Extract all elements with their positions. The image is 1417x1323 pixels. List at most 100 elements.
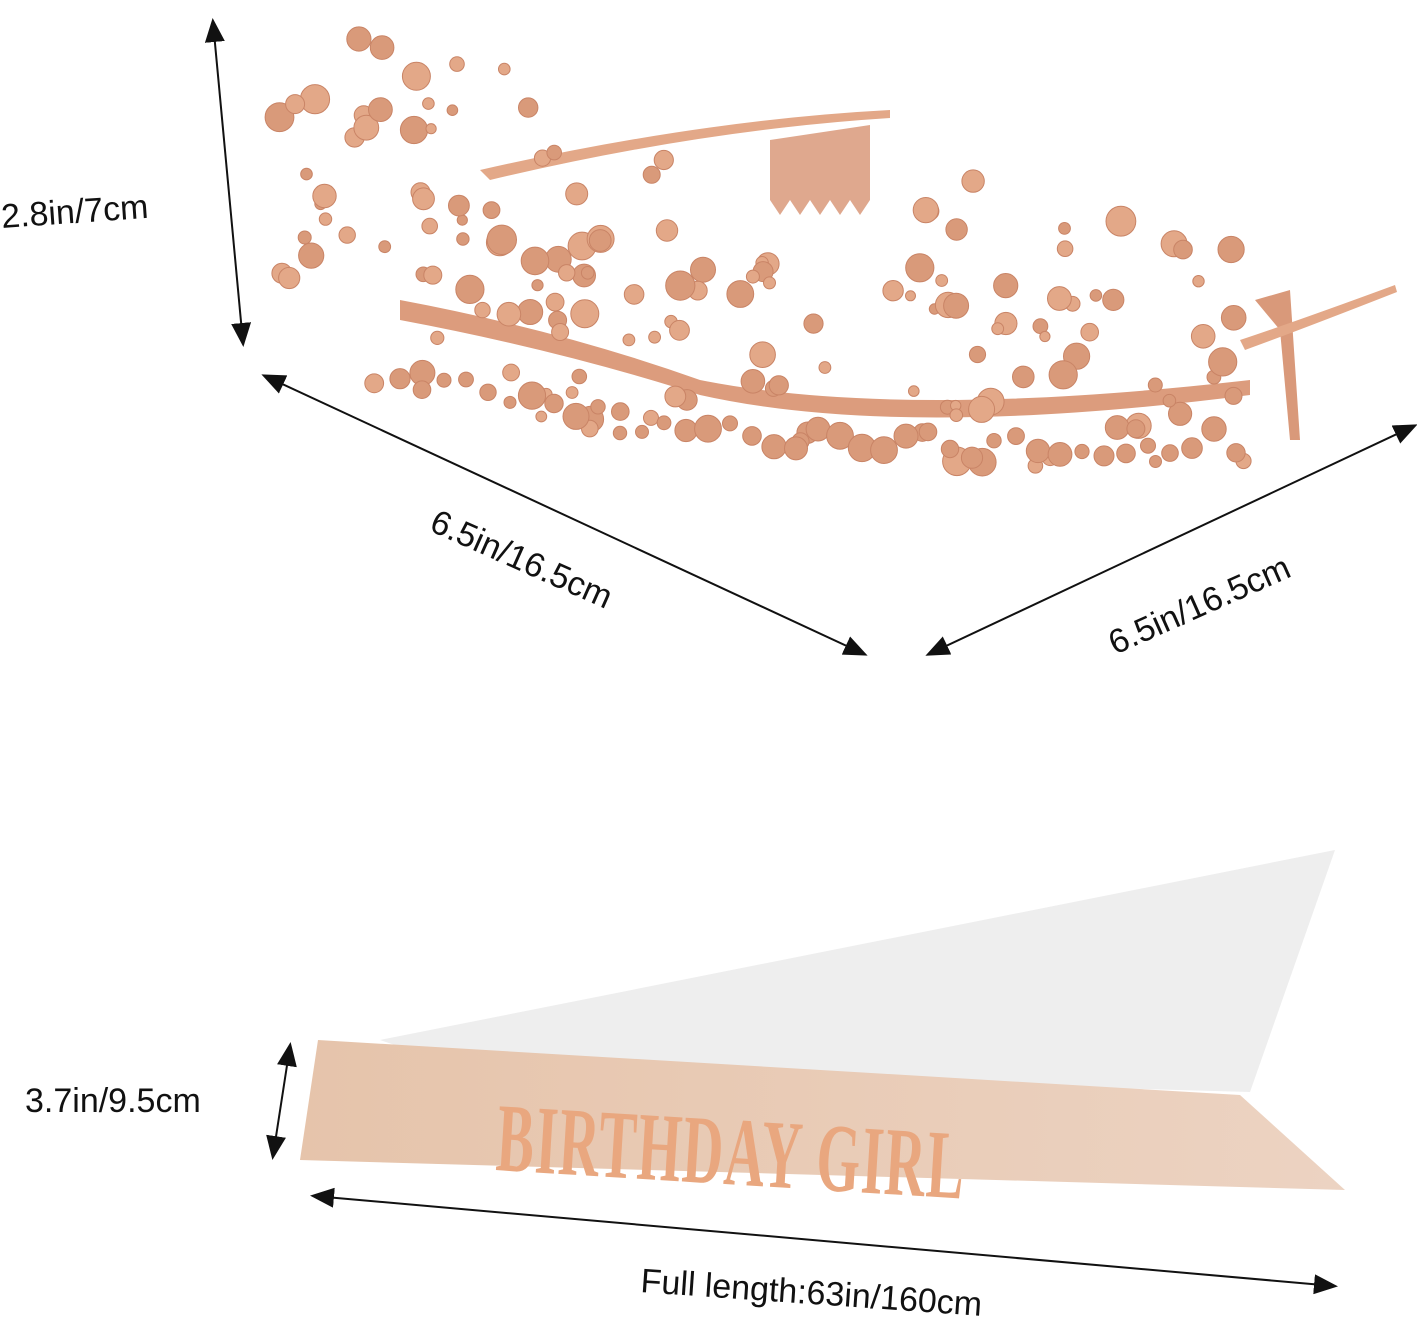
tiara-gem (991, 322, 1005, 336)
tiara-gem (412, 380, 432, 400)
tiara-left-length-label: 6.5in/16.5cm (425, 503, 618, 617)
tiara-gem (562, 402, 590, 430)
tiara-gem (870, 436, 898, 465)
tiara-gem (918, 422, 938, 442)
tiara-gem (558, 264, 576, 282)
tiara-gem (312, 183, 337, 209)
tiara-gem (430, 330, 445, 345)
tiara-gem (278, 266, 301, 290)
tiara-gem (905, 253, 935, 283)
tiara-gem (1093, 445, 1115, 467)
tiara-gem (389, 368, 411, 390)
tiara-gem (455, 274, 485, 304)
tiara-gem (1058, 222, 1071, 235)
tiara-gem (949, 408, 964, 423)
tiara-gem (458, 371, 474, 388)
tiara-gem (674, 418, 698, 443)
tiara-gem (968, 345, 987, 364)
sash-width-arrow (266, 1042, 297, 1160)
tiara-gem (456, 214, 468, 226)
tiara-gem (656, 415, 672, 431)
tiara-gem (299, 84, 331, 115)
tiara-gem (893, 423, 919, 449)
tiara-gem (546, 144, 563, 161)
tiara-gem (905, 290, 916, 302)
tiara-gem (1226, 443, 1246, 463)
tiara-gem (740, 369, 766, 394)
tiara-gem (353, 114, 380, 141)
tiara-gem (749, 341, 776, 369)
tiara-gem (297, 230, 312, 245)
tiara-gem (517, 381, 547, 410)
tiara-gem (968, 395, 996, 423)
tiara-gem (1056, 240, 1074, 257)
tiara-gem (565, 386, 579, 399)
tiara-gem (1048, 360, 1078, 390)
tiara-gem (635, 424, 649, 439)
tiara-gem (655, 219, 679, 242)
tiara-gem (1104, 415, 1130, 440)
tiara-gem (653, 149, 674, 171)
tiara-gem (1161, 444, 1179, 462)
tiara-gem (535, 410, 548, 423)
tiara-gem (648, 330, 661, 344)
tiara-gem (544, 393, 564, 414)
tiara-gem (421, 217, 439, 235)
tiara-gem (378, 240, 392, 254)
tiara-gem (943, 292, 970, 319)
tiara-gem (611, 402, 630, 421)
tiara-gem (545, 292, 565, 312)
tiara-gem (745, 269, 760, 284)
tiara-gem (300, 167, 313, 181)
tiara-gem (690, 256, 716, 283)
tiara-height-arrow (204, 18, 252, 347)
tiara-gem (742, 426, 762, 446)
tiara-gem (940, 439, 960, 459)
tiara-comb-back (770, 125, 870, 215)
tiara-gem (318, 212, 333, 226)
tiara-gem (665, 270, 696, 301)
tiara-gem (935, 274, 949, 287)
sash-front-band (300, 1040, 1345, 1190)
tiara-right-length-arrow (925, 424, 1417, 656)
tiara-gem (784, 436, 808, 461)
tiara-gem (1192, 275, 1205, 288)
tiara-gem (401, 61, 431, 91)
tiara-gem (1149, 455, 1162, 468)
tiara-gem (474, 301, 491, 319)
tiara-gem (456, 232, 470, 246)
tiara-gem (960, 446, 984, 469)
tiara-gem (1173, 239, 1193, 260)
tiara-gem (1012, 365, 1035, 389)
tiara-gem (612, 425, 628, 441)
tiara-gem (449, 56, 465, 72)
tiara-gem (622, 333, 636, 347)
tiara-gem (1208, 347, 1238, 377)
tiara-gem (369, 35, 395, 60)
tiara-gem (642, 165, 661, 184)
tiara-comb-right (1255, 290, 1300, 440)
tiara-gem (908, 385, 920, 397)
tiara-gem (531, 279, 544, 292)
tiara-gem (551, 323, 570, 341)
sash-back-band (380, 850, 1335, 1092)
tiara-gem (486, 224, 517, 256)
tiara-gem (1074, 443, 1090, 460)
tiara-gem (570, 299, 600, 329)
tiara-gem (669, 319, 690, 341)
tiara-gem (482, 201, 501, 220)
tiara-gem (722, 415, 738, 432)
tiara-height-label: 2.8in/7cm (0, 188, 150, 236)
tiara-gem (961, 169, 985, 193)
tiara-gem (818, 361, 832, 374)
tiara-gem (945, 218, 968, 241)
tiara-gem (1105, 205, 1137, 237)
tiara-gem (412, 187, 435, 211)
tiara-gem (479, 383, 497, 401)
tiara-gem (518, 97, 539, 118)
tiara-gem (571, 368, 588, 385)
tiara-gem (436, 372, 452, 388)
tiara-gem (364, 373, 385, 394)
tiara-gem (264, 102, 295, 133)
tiara-gem (986, 433, 1002, 449)
